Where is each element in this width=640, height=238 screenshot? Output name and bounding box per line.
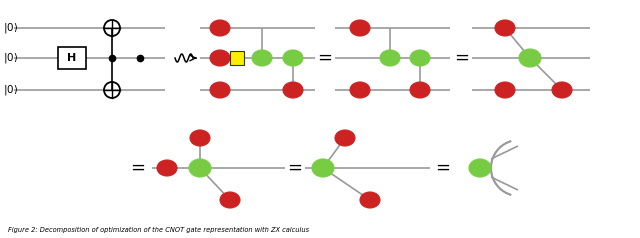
Ellipse shape	[519, 49, 541, 67]
Ellipse shape	[252, 50, 272, 66]
Ellipse shape	[350, 20, 370, 36]
Ellipse shape	[157, 160, 177, 176]
Text: $|0\rangle$: $|0\rangle$	[3, 51, 18, 65]
Ellipse shape	[312, 159, 334, 177]
Text: =: =	[287, 159, 303, 177]
Text: =: =	[317, 49, 333, 67]
Ellipse shape	[189, 159, 211, 177]
Ellipse shape	[469, 159, 491, 177]
Text: =: =	[454, 49, 470, 67]
Text: $|0\rangle$: $|0\rangle$	[3, 21, 18, 35]
FancyBboxPatch shape	[58, 47, 86, 69]
Ellipse shape	[360, 192, 380, 208]
Ellipse shape	[380, 50, 400, 66]
Text: $|0\rangle$: $|0\rangle$	[3, 83, 18, 97]
Ellipse shape	[190, 130, 210, 146]
Ellipse shape	[495, 82, 515, 98]
Ellipse shape	[210, 50, 230, 66]
Ellipse shape	[210, 20, 230, 36]
Ellipse shape	[350, 82, 370, 98]
Ellipse shape	[410, 50, 430, 66]
Ellipse shape	[283, 50, 303, 66]
Ellipse shape	[410, 82, 430, 98]
Text: H: H	[67, 53, 77, 63]
Ellipse shape	[552, 82, 572, 98]
Ellipse shape	[283, 82, 303, 98]
Text: =: =	[131, 159, 145, 177]
Ellipse shape	[210, 82, 230, 98]
Ellipse shape	[495, 20, 515, 36]
Ellipse shape	[220, 192, 240, 208]
Bar	[230, 51, 244, 65]
Ellipse shape	[335, 130, 355, 146]
Text: Figure 2: Decomposition of optimization of the CNOT gate representation with ZX : Figure 2: Decomposition of optimization …	[8, 227, 309, 233]
Text: =: =	[435, 159, 451, 177]
